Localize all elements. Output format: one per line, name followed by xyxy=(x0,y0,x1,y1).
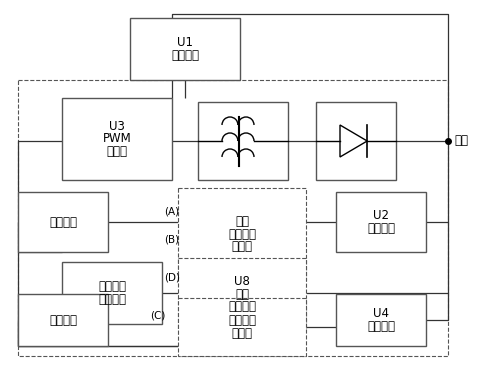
Text: U4: U4 xyxy=(373,307,389,320)
Text: 或移相: 或移相 xyxy=(231,240,253,253)
Text: 焊接电流: 焊接电流 xyxy=(49,215,77,229)
Text: 起弧脉冲: 起弧脉冲 xyxy=(98,280,126,293)
Text: 短路: 短路 xyxy=(235,287,249,300)
Text: 峰值电流: 峰值电流 xyxy=(98,293,126,306)
Text: U3: U3 xyxy=(109,120,125,133)
Text: 限制电流: 限制电流 xyxy=(228,300,256,313)
Text: 恒流调节: 恒流调节 xyxy=(171,49,199,62)
Text: 低占空比: 低占空比 xyxy=(228,314,256,327)
Text: PWM: PWM xyxy=(103,132,132,145)
Text: 或移相: 或移相 xyxy=(107,145,128,158)
Bar xyxy=(18,294,108,346)
Text: (D): (D) xyxy=(164,273,180,283)
Bar xyxy=(316,102,396,180)
Bar xyxy=(62,262,162,324)
Text: U1: U1 xyxy=(177,36,193,49)
Bar xyxy=(178,258,306,330)
Text: 电压检测: 电压检测 xyxy=(367,320,395,333)
Bar xyxy=(336,294,426,346)
Text: (C): (C) xyxy=(150,310,166,320)
Text: U2: U2 xyxy=(373,209,389,222)
Text: U8: U8 xyxy=(234,275,250,288)
Text: 空载: 空载 xyxy=(235,215,249,228)
Bar xyxy=(18,192,108,252)
Bar xyxy=(18,80,448,356)
Text: 电流检测: 电流检测 xyxy=(367,222,395,235)
Bar xyxy=(178,298,306,356)
Bar xyxy=(178,188,306,280)
Text: 限制脉宽: 限制脉宽 xyxy=(228,228,256,240)
Text: 输出: 输出 xyxy=(454,135,468,148)
Bar xyxy=(198,102,288,180)
Bar xyxy=(336,192,426,252)
Text: 推力电流: 推力电流 xyxy=(49,313,77,326)
Text: (B): (B) xyxy=(164,235,180,245)
Bar xyxy=(62,98,172,180)
Text: 震荡器: 震荡器 xyxy=(231,327,253,340)
Text: (A): (A) xyxy=(164,207,180,217)
Bar xyxy=(130,18,240,80)
